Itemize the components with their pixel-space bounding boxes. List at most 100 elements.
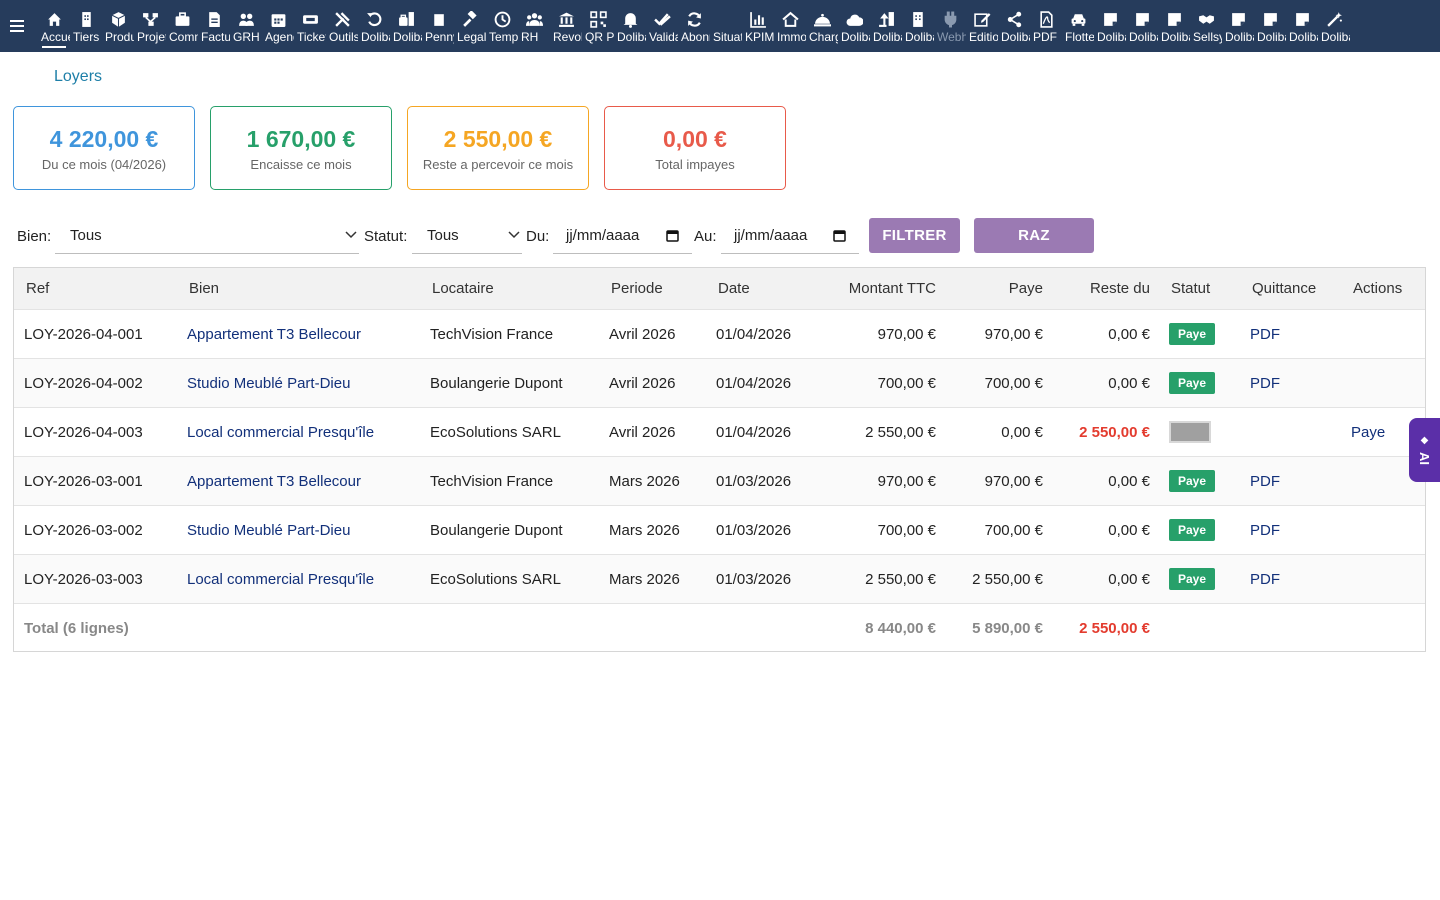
clock-icon (494, 10, 511, 28)
menu-item[interactable]: Temps (486, 0, 518, 52)
cell-montant: 700,00 € (877, 521, 936, 539)
menu-item[interactable]: Dolibarr (998, 0, 1030, 52)
menu-item[interactable]: Tiers (70, 0, 102, 52)
menu-item[interactable]: Flotte (1062, 0, 1094, 52)
header-paye[interactable]: Paye (1008, 280, 1043, 297)
menu-item-label: Agenda (265, 30, 294, 44)
header-quittance[interactable]: Quittance (1252, 280, 1317, 297)
menu-item-label: Flotte (1065, 30, 1094, 44)
menu-item[interactable]: RH (518, 0, 550, 52)
cell-bien-link[interactable]: Local commercial Presqu'île (187, 570, 375, 588)
cell-ref: LOY-2026-04-001 (24, 325, 143, 343)
au-date-input[interactable]: jj/mm/aaaa (721, 218, 859, 254)
menu-item[interactable]: Dolibarr (1222, 0, 1254, 52)
menu-item[interactable]: Dolibarr (870, 0, 902, 52)
menu-item[interactable]: Charges (806, 0, 838, 52)
quittance-pdf-link[interactable]: PDF (1250, 521, 1280, 539)
menu-item[interactable]: PDF (1030, 0, 1062, 52)
cell-bien-link[interactable]: Studio Meublé Part-Dieu (187, 374, 351, 392)
menu-item-label: Facturation (201, 30, 230, 44)
menu-item[interactable]: Dolibarr (1126, 0, 1158, 52)
menu-item[interactable]: Immobilier (774, 0, 806, 52)
header-bien[interactable]: Bien (189, 280, 220, 297)
cell-montant: 700,00 € (877, 374, 936, 392)
mark-paid-action[interactable]: Paye (1351, 423, 1386, 441)
menu-item[interactable]: Dolibarr (1318, 0, 1350, 52)
au-filter-label: Au: (694, 228, 717, 245)
menu-item[interactable]: Edition (966, 0, 998, 52)
header-date[interactable]: Date (718, 280, 750, 297)
menu-item[interactable]: Dolibarr (902, 0, 934, 52)
bien-select[interactable]: Tous (55, 218, 359, 254)
menu-item[interactable]: Facturation (198, 0, 230, 52)
menu-item[interactable]: Legal (454, 0, 486, 52)
menu-item[interactable]: Webhooks (934, 0, 966, 52)
header-periode[interactable]: Periode (611, 280, 663, 297)
menu-item[interactable]: Penny (422, 0, 454, 52)
menu-item[interactable]: Accueil (38, 0, 70, 52)
card-amount: 2 550,00 € (443, 125, 553, 152)
menu-item[interactable]: Dolibarr (1094, 0, 1126, 52)
hamburger-menu-icon[interactable] (0, 0, 34, 52)
building-doc-icon (910, 10, 927, 28)
quittance-pdf-link[interactable]: PDF (1250, 325, 1280, 343)
cell-periode: Mars 2026 (609, 570, 680, 588)
cell-bien-link[interactable]: Appartement T3 Bellecour (187, 472, 361, 490)
header-montant[interactable]: Montant TTC (848, 280, 936, 297)
menu-item[interactable]: Outils (326, 0, 358, 52)
menu-item[interactable]: Dolibarr (1158, 0, 1190, 52)
header-locataire[interactable]: Locataire (432, 280, 494, 297)
menu-item[interactable]: Revolut (550, 0, 582, 52)
menu-item[interactable]: KPIM (742, 0, 774, 52)
menu-item[interactable]: QR Pay (582, 0, 614, 52)
sticky-note-icon (1102, 10, 1119, 28)
menu-item[interactable]: GRH (230, 0, 262, 52)
menu-item[interactable]: Situation (710, 0, 742, 52)
menu-item[interactable]: Dolibarr (838, 0, 870, 52)
menu-item-label: Dolibarr (1129, 30, 1158, 44)
chevron-down-icon (345, 231, 357, 239)
calendar-icon[interactable] (833, 229, 846, 242)
menu-item[interactable]: Produits (102, 0, 134, 52)
qr-icon (589, 10, 607, 28)
sticky-note-icon (1166, 10, 1183, 28)
header-statut[interactable]: Statut (1171, 280, 1211, 297)
du-date-input[interactable]: jj/mm/aaaa (553, 218, 692, 254)
menu-item[interactable]: Commerce (166, 0, 198, 52)
header-reste[interactable]: Reste du (1089, 280, 1150, 297)
menu-item[interactable]: Tickets (294, 0, 326, 52)
cell-ref: LOY-2026-04-003 (24, 423, 143, 441)
menu-item-label: Revolut (553, 30, 582, 44)
card-caption: Encaisse ce mois (250, 156, 352, 172)
menu-item[interactable]: Validation (646, 0, 678, 52)
quittance-pdf-link[interactable]: PDF (1250, 472, 1280, 490)
header-ref[interactable]: Ref (26, 280, 50, 297)
project-icon (142, 10, 159, 28)
menu-item[interactable]: Dolibarr (358, 0, 390, 52)
menu-item[interactable]: Dolibarr (1286, 0, 1318, 52)
cell-bien-link[interactable]: Appartement T3 Bellecour (187, 325, 361, 343)
menu-item[interactable]: Sellsy (1190, 0, 1222, 52)
reset-button[interactable]: RAZ (974, 218, 1094, 253)
menu-item[interactable]: Agenda (262, 0, 294, 52)
cell-bien-link[interactable]: Local commercial Presqu'île (187, 423, 375, 441)
quittance-pdf-link[interactable]: PDF (1250, 374, 1280, 392)
menu-item[interactable]: Abonnements (678, 0, 710, 52)
filter-button[interactable]: FILTRER (869, 218, 960, 253)
total-label: Total (6 lignes) (24, 619, 129, 637)
cell-ref: LOY-2026-03-002 (24, 521, 143, 539)
menu-item[interactable]: Dolibarr (614, 0, 646, 52)
cell-bien-link[interactable]: Studio Meublé Part-Dieu (187, 521, 351, 539)
ai-assistant-tab[interactable]: ◆ AI (1409, 418, 1440, 482)
quittance-pdf-link[interactable]: PDF (1250, 570, 1280, 588)
cell-paye: 970,00 € (984, 472, 1043, 490)
sticky-note-icon (1294, 10, 1311, 28)
bell-icon (622, 10, 639, 28)
menu-item[interactable]: Dolibarr (390, 0, 422, 52)
menu-item[interactable]: Dolibarr (1254, 0, 1286, 52)
statut-select[interactable]: Tous (412, 218, 522, 254)
cell-locataire: TechVision France (430, 325, 554, 343)
cell-date: 01/04/2026 (716, 374, 792, 392)
menu-item[interactable]: Projets (134, 0, 166, 52)
calendar-icon[interactable] (666, 229, 679, 242)
